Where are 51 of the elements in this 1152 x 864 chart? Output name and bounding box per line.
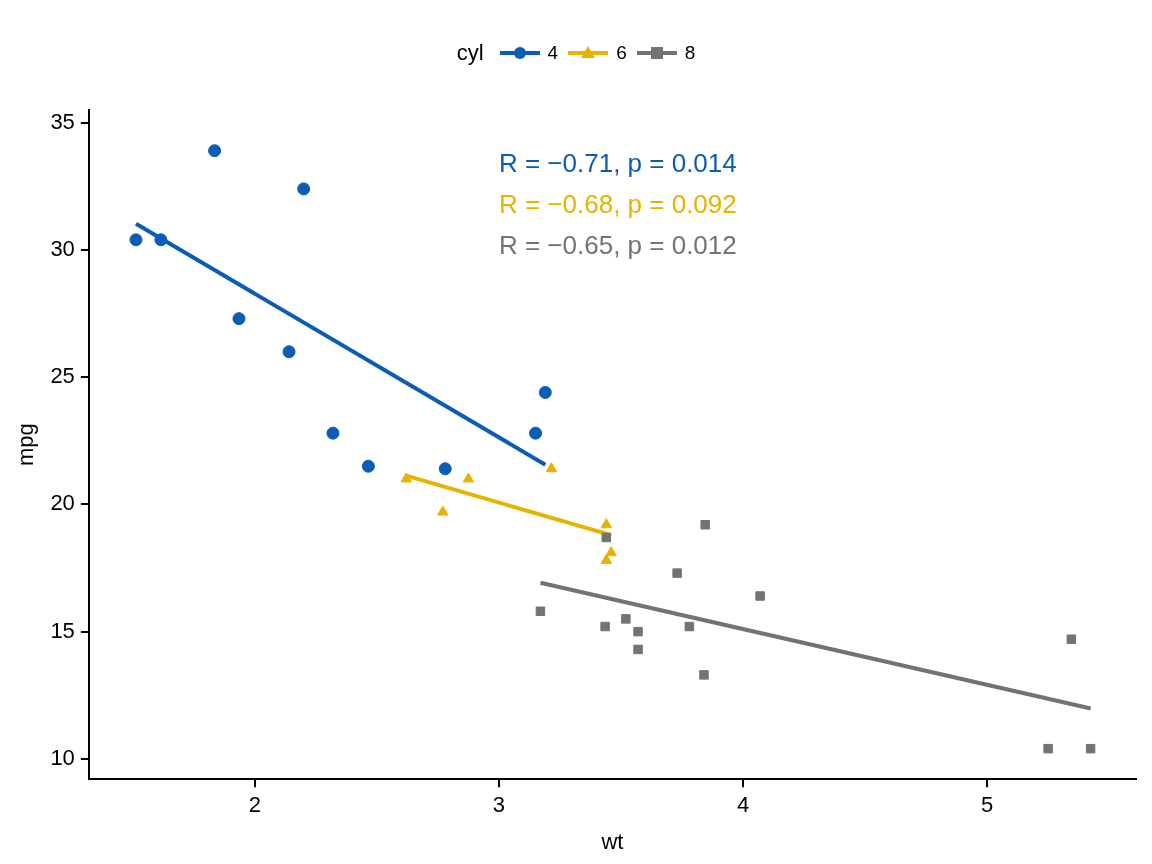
point bbox=[672, 568, 682, 578]
y-tick-label: 30 bbox=[50, 236, 75, 262]
legend-label: 6 bbox=[616, 42, 627, 64]
y-tick-label: 25 bbox=[50, 363, 75, 389]
point bbox=[600, 621, 610, 632]
point bbox=[1043, 743, 1053, 754]
point bbox=[438, 462, 452, 476]
point bbox=[529, 426, 543, 440]
x-axis-title: wt bbox=[600, 828, 624, 854]
y-axis-title: mpg bbox=[13, 423, 39, 466]
legend-title: cyl bbox=[456, 40, 484, 66]
annotation: R = −0.65, p = 0.012 bbox=[498, 230, 737, 261]
point bbox=[437, 505, 449, 516]
point bbox=[621, 614, 631, 624]
point bbox=[605, 546, 617, 557]
point bbox=[633, 644, 643, 655]
x-tick-label: 5 bbox=[980, 792, 994, 818]
legend-label: 8 bbox=[684, 42, 696, 64]
point bbox=[361, 459, 375, 473]
point bbox=[400, 472, 412, 483]
point bbox=[545, 462, 558, 473]
point bbox=[1066, 634, 1077, 644]
point bbox=[755, 591, 765, 601]
y-tick-label: 10 bbox=[50, 744, 75, 770]
x-tick-label: 2 bbox=[248, 792, 261, 818]
point bbox=[600, 553, 613, 564]
point bbox=[297, 182, 311, 196]
point bbox=[154, 233, 168, 247]
point bbox=[535, 606, 546, 617]
point bbox=[1085, 743, 1096, 754]
annotation: R = −0.71, p = 0.014 bbox=[498, 148, 737, 179]
point bbox=[600, 518, 613, 529]
x-tick-label: 4 bbox=[736, 792, 750, 818]
legend-label: 4 bbox=[547, 42, 559, 64]
point bbox=[208, 144, 222, 158]
point bbox=[282, 345, 296, 359]
point bbox=[700, 520, 710, 530]
y-tick-label: 20 bbox=[50, 490, 75, 516]
y-tick-label: 15 bbox=[50, 617, 75, 643]
point bbox=[601, 532, 612, 543]
point bbox=[129, 233, 143, 247]
annotation: R = −0.68, p = 0.092 bbox=[498, 189, 737, 220]
point bbox=[326, 426, 340, 440]
point bbox=[684, 621, 695, 632]
point bbox=[633, 626, 643, 637]
point bbox=[232, 312, 246, 326]
x-tick-label: 3 bbox=[492, 792, 506, 818]
point bbox=[462, 472, 475, 483]
point bbox=[538, 385, 552, 399]
y-tick-label: 35 bbox=[50, 108, 75, 134]
point bbox=[699, 670, 709, 680]
